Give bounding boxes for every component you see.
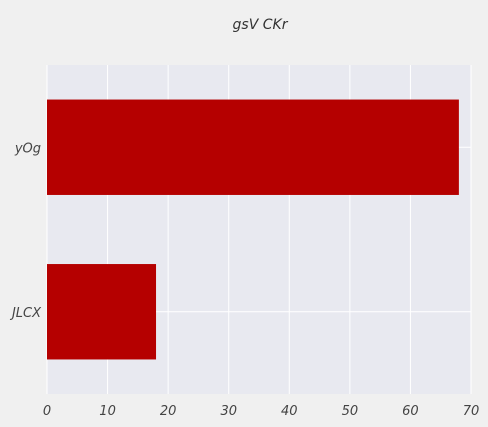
x-tick-label: 30 <box>220 404 237 419</box>
y-tick-labels: yOg JLCX <box>9 141 42 321</box>
x-tick-label: 10 <box>99 404 116 419</box>
bar-yog <box>47 99 459 195</box>
chart-title: gsV CKr <box>233 17 289 33</box>
y-tick-label: yOg <box>14 141 41 156</box>
x-tick-label: 20 <box>160 404 177 419</box>
bar-jlcx <box>47 264 157 360</box>
bars <box>47 99 459 360</box>
y-tick-label: JLCX <box>9 306 42 321</box>
x-tick-labels: 0 10 20 30 40 50 60 70 <box>43 404 479 419</box>
x-tick-label: 50 <box>342 404 359 419</box>
x-tick-label: 60 <box>402 404 419 419</box>
x-tick-label: 40 <box>281 404 298 419</box>
x-tick-label: 70 <box>463 404 480 419</box>
x-tick-label: 0 <box>43 404 51 419</box>
